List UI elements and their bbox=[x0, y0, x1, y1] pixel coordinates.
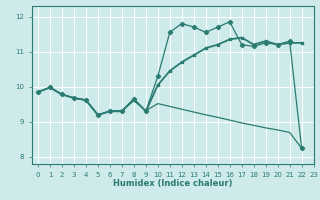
X-axis label: Humidex (Indice chaleur): Humidex (Indice chaleur) bbox=[113, 179, 233, 188]
